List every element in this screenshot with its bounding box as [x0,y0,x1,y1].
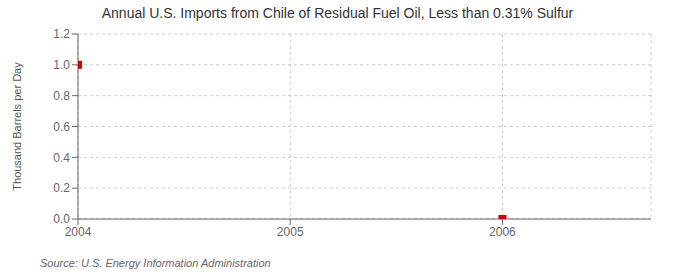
svg-text:1.0: 1.0 [53,58,70,72]
svg-text:0.8: 0.8 [53,89,70,103]
svg-text:0.2: 0.2 [53,181,70,195]
svg-text:0.0: 0.0 [53,212,70,226]
svg-text:Thousand Barrels per Day: Thousand Barrels per Day [11,62,23,191]
svg-text:2004: 2004 [65,225,92,239]
svg-text:2005: 2005 [277,225,304,239]
svg-text:2006: 2006 [489,225,516,239]
html-text:Source: U.S. Energy Informatio: Source: U.S. Energy Information Administ… [40,257,271,269]
html-text:Annual U.S. Imports from Chile: Annual U.S. Imports from Chile of Residu… [101,5,574,21]
svg-text:0.4: 0.4 [53,151,70,165]
svg-text:1.2: 1.2 [53,27,70,41]
svg-text:0.6: 0.6 [53,120,70,134]
